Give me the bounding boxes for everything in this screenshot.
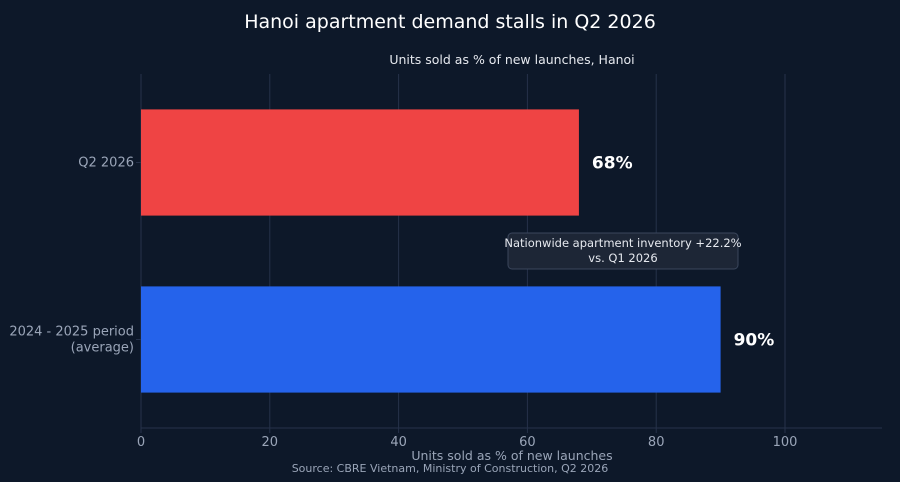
bar xyxy=(141,109,579,216)
y-axis-categories: Q2 2026 2024 - 2025 period(average) xyxy=(9,156,141,356)
x-tick-label: 20 xyxy=(262,435,279,450)
x-tick-label: 60 xyxy=(519,435,536,450)
annotation-line-1: Nationwide apartment inventory +22.2% xyxy=(504,236,741,250)
bar xyxy=(141,286,721,393)
annotation-line-2: vs. Q1 2026 xyxy=(588,251,657,265)
x-tick-label: 100 xyxy=(773,435,798,450)
annotation-box: Nationwide apartment inventory +22.2% vs… xyxy=(504,232,742,270)
annotation-background xyxy=(507,232,739,270)
data-labels: 68% 90% xyxy=(592,154,774,351)
category-label: 2024 - 2025 period xyxy=(9,325,134,340)
x-tick-label: 40 xyxy=(390,435,407,450)
x-axis-ticks: 0 20 40 60 80 100 xyxy=(137,428,798,450)
category-label: Q2 2026 xyxy=(78,156,134,171)
x-tick-label: 0 xyxy=(137,435,145,450)
x-axis-title: Units sold as % of new launches xyxy=(411,448,612,463)
chart-title: Hanoi apartment demand stalls in Q2 2026 xyxy=(244,11,656,33)
chart-subtitle: Units sold as % of new launches, Hanoi xyxy=(389,52,634,67)
data-label: 68% xyxy=(592,154,633,174)
x-tick-label: 80 xyxy=(648,435,665,450)
source-note: Source: CBRE Vietnam, Ministry of Constr… xyxy=(292,462,609,475)
data-label: 90% xyxy=(734,331,775,351)
category-label: (average) xyxy=(71,341,134,356)
bars xyxy=(141,109,721,393)
